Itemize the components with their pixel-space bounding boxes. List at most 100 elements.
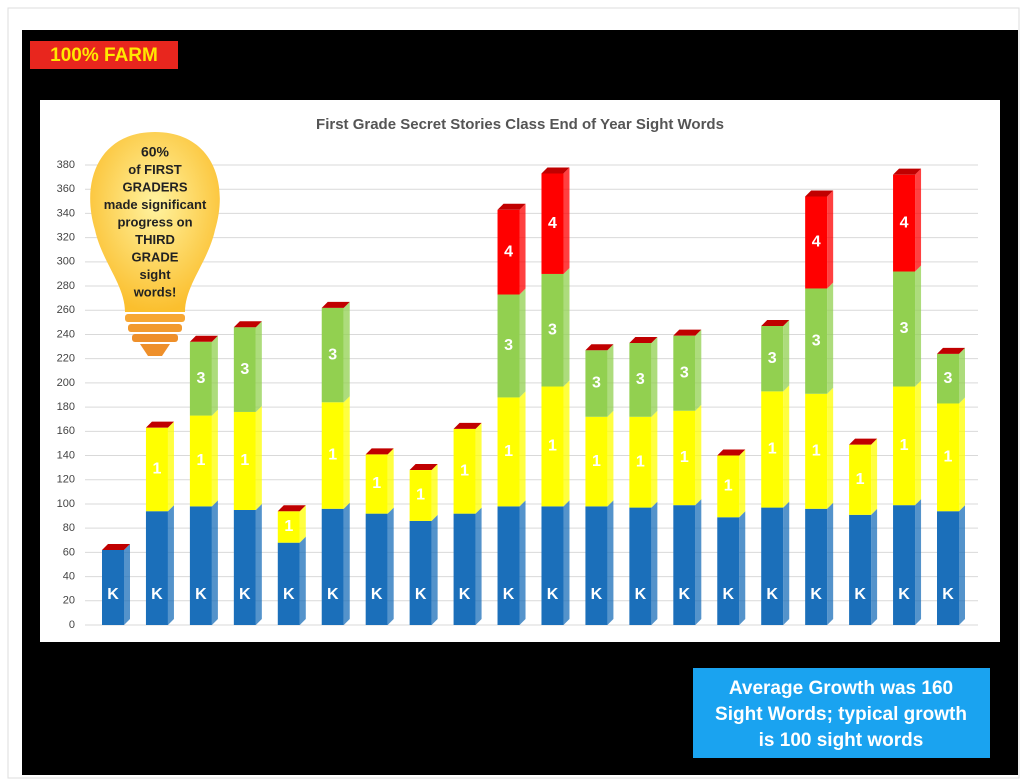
bar-side (343, 502, 350, 625)
y-tick-label: 340 (57, 207, 75, 219)
segment-label: 1 (944, 449, 953, 466)
bulb-base (128, 324, 182, 332)
bar-side (871, 438, 878, 515)
bar-segment (321, 508, 344, 625)
bar-side (211, 500, 218, 625)
bar-segment (893, 386, 916, 506)
bar-side (519, 500, 526, 625)
segment-label: K (459, 586, 471, 603)
bar-segment (761, 391, 784, 508)
bar-side (695, 499, 702, 625)
bar-cap (805, 190, 834, 197)
segment-label: K (591, 586, 603, 603)
bar-side (739, 449, 746, 518)
bar-segment (541, 386, 564, 507)
segment-label: 4 (548, 215, 557, 232)
callout-line: GRADERS (122, 179, 187, 194)
bar-side (211, 409, 218, 507)
bar-segment (541, 506, 564, 625)
bar-side (783, 501, 790, 625)
segment-label: 1 (196, 452, 205, 469)
segment-label: 1 (680, 449, 689, 466)
bar-side (167, 421, 174, 512)
bar-segment (321, 307, 344, 403)
note-line: Sight Words; typical growth (715, 704, 967, 725)
segment-label: 1 (856, 471, 865, 488)
bar-segment (937, 511, 959, 625)
bar-side (915, 380, 922, 506)
bar-side (739, 511, 746, 625)
bar-cap (409, 464, 438, 471)
segment-label: 1 (592, 453, 601, 470)
badge-bg (30, 41, 178, 69)
bar-side (431, 464, 438, 521)
bar-side (827, 387, 834, 509)
bar-side (651, 501, 658, 625)
chart-title: First Grade Secret Stories Class End of … (316, 116, 724, 133)
segment-label: 4 (812, 234, 821, 251)
bar-side (563, 267, 570, 387)
bar-side (299, 505, 306, 543)
bar-segment (497, 209, 520, 295)
bar-side (563, 380, 570, 507)
segment-label: K (415, 586, 427, 603)
y-tick-label: 100 (57, 498, 75, 510)
bar-segment (453, 428, 476, 514)
bar-segment (233, 510, 256, 625)
segment-label: 1 (548, 438, 557, 455)
segment-label: 3 (636, 371, 645, 388)
bulb (90, 132, 220, 312)
bar-cap (629, 336, 658, 343)
segment-label: 1 (768, 441, 777, 458)
bar-side (607, 500, 614, 625)
bar-segment (497, 397, 520, 507)
bar-side (519, 391, 526, 507)
segment-label: K (722, 586, 734, 603)
segment-label: 1 (284, 518, 293, 535)
y-tick-label: 120 (57, 474, 75, 486)
segment-label: 3 (504, 337, 513, 354)
callout-line: words! (133, 284, 177, 299)
bar-side (519, 288, 526, 398)
bar-segment (805, 393, 828, 509)
bar-side (915, 499, 922, 625)
bar-segment (629, 507, 652, 625)
bar-side (915, 168, 922, 272)
bar-cap (937, 347, 965, 354)
y-tick-label: 20 (63, 595, 75, 607)
bar-segment (189, 415, 212, 507)
bar-side (695, 404, 702, 506)
segment-label: 3 (592, 375, 601, 392)
bar-segment (805, 288, 828, 394)
bar-segment (233, 411, 256, 510)
y-tick-label: 300 (57, 256, 75, 268)
segment-label: 1 (328, 447, 337, 464)
y-tick-label: 180 (57, 401, 75, 413)
segment-label: 1 (900, 437, 909, 454)
bar-segment (629, 416, 652, 508)
segment-label: K (503, 586, 515, 603)
bar-side (167, 505, 174, 625)
bar-side (651, 410, 658, 508)
bar-cap (541, 167, 570, 174)
y-tick-label: 60 (63, 546, 75, 558)
bar-side (387, 507, 394, 625)
bar-side (783, 385, 790, 508)
bar-cap (585, 344, 614, 351)
y-tick-label: 80 (63, 522, 75, 534)
bar-side (519, 203, 526, 295)
bar-segment (673, 410, 696, 506)
bar-segment (189, 506, 212, 625)
segment-label: 3 (812, 332, 821, 349)
segment-label: 4 (504, 243, 513, 260)
segment-label: 3 (768, 350, 777, 367)
bar-side (607, 410, 614, 507)
note-line: is 100 sight words (759, 730, 924, 751)
segment-label: K (635, 586, 647, 603)
callout-line: progress on (117, 214, 192, 229)
badge: 100% FARM (50, 45, 158, 66)
bar-cap (277, 505, 306, 512)
bar-side (387, 448, 394, 514)
bar-segment (717, 517, 740, 625)
